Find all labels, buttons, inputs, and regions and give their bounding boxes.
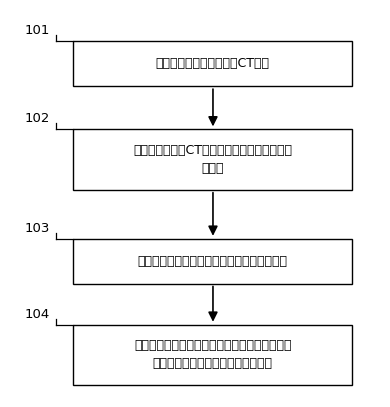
FancyBboxPatch shape xyxy=(73,239,352,284)
Text: 将所述肺部平扫CT图像进行三维重建，获得全
肺成像: 将所述肺部平扫CT图像进行三维重建，获得全 肺成像 xyxy=(133,144,292,175)
Text: 对所述全肺成像进行特征提取，得到特征向量: 对所述全肺成像进行特征提取，得到特征向量 xyxy=(138,255,288,268)
FancyBboxPatch shape xyxy=(73,129,352,190)
Text: 将所述特征向量输入训练好的机器学习模型中，
得到待诊断患者肺栓塞诊断分类结果: 将所述特征向量输入训练好的机器学习模型中， 得到待诊断患者肺栓塞诊断分类结果 xyxy=(134,339,292,370)
Text: 102: 102 xyxy=(25,112,50,125)
Text: 101: 101 xyxy=(25,24,50,37)
FancyBboxPatch shape xyxy=(73,325,352,385)
Text: 获取待诊断患者肺部平扫CT图像: 获取待诊断患者肺部平扫CT图像 xyxy=(156,57,270,70)
FancyBboxPatch shape xyxy=(73,42,352,86)
Text: 103: 103 xyxy=(25,222,50,235)
Text: 104: 104 xyxy=(25,308,50,321)
